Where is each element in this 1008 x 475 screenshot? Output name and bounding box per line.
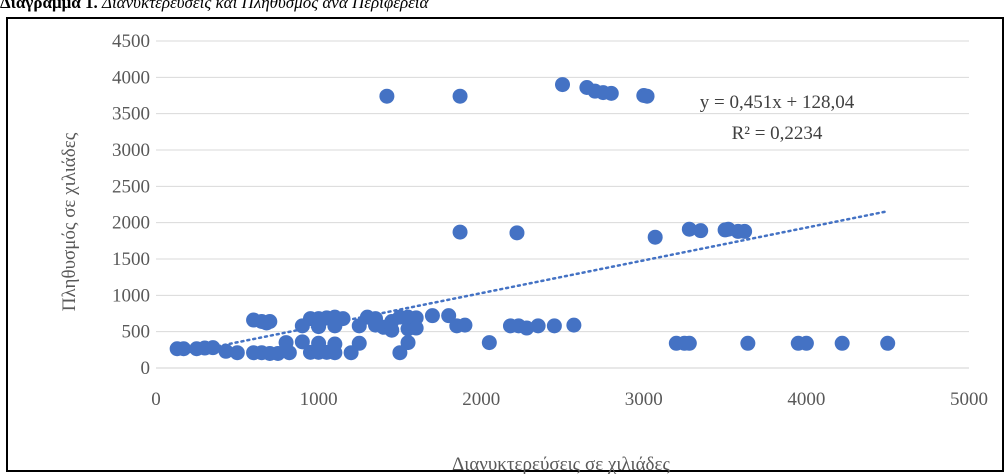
data-point (681, 221, 697, 237)
data-point (647, 229, 663, 245)
x-tick-label: 3000 (625, 389, 663, 410)
data-point (351, 335, 367, 351)
data-point (327, 336, 343, 352)
x-tick-label: 5000 (950, 389, 988, 410)
trendline-equation: y = 0,451x + 128,04 (700, 92, 855, 113)
data-point (740, 335, 756, 351)
data-point (441, 308, 457, 324)
data-point (546, 318, 562, 334)
y-tick-label: 500 (122, 322, 151, 343)
y-axis-title: Πληθυσμός σε χιλιάδες (59, 132, 80, 311)
data-point (351, 318, 367, 334)
data-point (519, 320, 535, 336)
data-point (424, 308, 440, 324)
data-point (798, 335, 814, 351)
y-tick-label: 1000 (112, 285, 150, 306)
data-point (379, 88, 395, 104)
axes: 0 500 1000 1500 2000 2500 3000 3500 4000 4500 0 100… (112, 31, 988, 410)
data-point (384, 322, 400, 338)
data-point (176, 341, 192, 357)
data-point (880, 335, 896, 351)
x-tick-label: 2000 (462, 389, 500, 410)
y-tick-label: 0 (141, 358, 151, 379)
x-tick-label: 4000 (787, 389, 825, 410)
gridlines (156, 40, 969, 333)
data-point (555, 77, 570, 93)
x-tick-label: 0 (151, 389, 161, 410)
data-point (457, 317, 473, 333)
data-point (603, 85, 619, 101)
data-point (311, 335, 327, 351)
data-point (294, 318, 310, 334)
x-tick-label: 1000 (300, 389, 338, 410)
data-point (205, 340, 221, 356)
data-point (737, 223, 753, 239)
data-point (481, 335, 497, 351)
data-point (270, 345, 286, 361)
caption-title: Διανυκτερεύσεις και Πληθυσμός ανά Περιφέ… (101, 0, 429, 12)
data-point (509, 225, 525, 241)
data-point (392, 345, 408, 361)
data-point (327, 318, 343, 334)
data-point (262, 313, 278, 329)
data-point (639, 88, 655, 104)
data-point (834, 335, 850, 351)
data-point (294, 334, 310, 350)
y-tick-label: 1500 (112, 249, 150, 270)
caption-number: Διάγραμμα 1. (0, 0, 98, 12)
y-tick-label: 3000 (112, 140, 150, 161)
data-points (169, 77, 896, 361)
y-tick-label: 2000 (112, 213, 150, 234)
data-point (530, 318, 546, 334)
data-point (400, 335, 416, 351)
y-tick-label: 4000 (112, 67, 150, 88)
y-tick-label: 2500 (112, 176, 150, 197)
data-point (681, 335, 697, 351)
data-point (452, 88, 468, 104)
data-point (311, 319, 327, 335)
chart-caption: Διάγραμμα 1. Διανυκτερεύσεις και Πληθυσμ… (0, 0, 428, 13)
data-point (566, 317, 582, 333)
data-point (452, 224, 468, 240)
data-point (408, 320, 424, 336)
data-point (218, 343, 234, 359)
chart-frame (6, 17, 1004, 472)
data-point (229, 345, 245, 361)
trendline-r-squared: R² = 0,2234 (732, 123, 823, 144)
data-point (278, 335, 294, 351)
y-tick-label: 3500 (112, 104, 150, 125)
x-axis-title: Διανυκτερεύσεις σε χιλιάδες (452, 454, 670, 475)
y-tick-label: 4500 (112, 31, 150, 52)
data-point (693, 223, 709, 239)
